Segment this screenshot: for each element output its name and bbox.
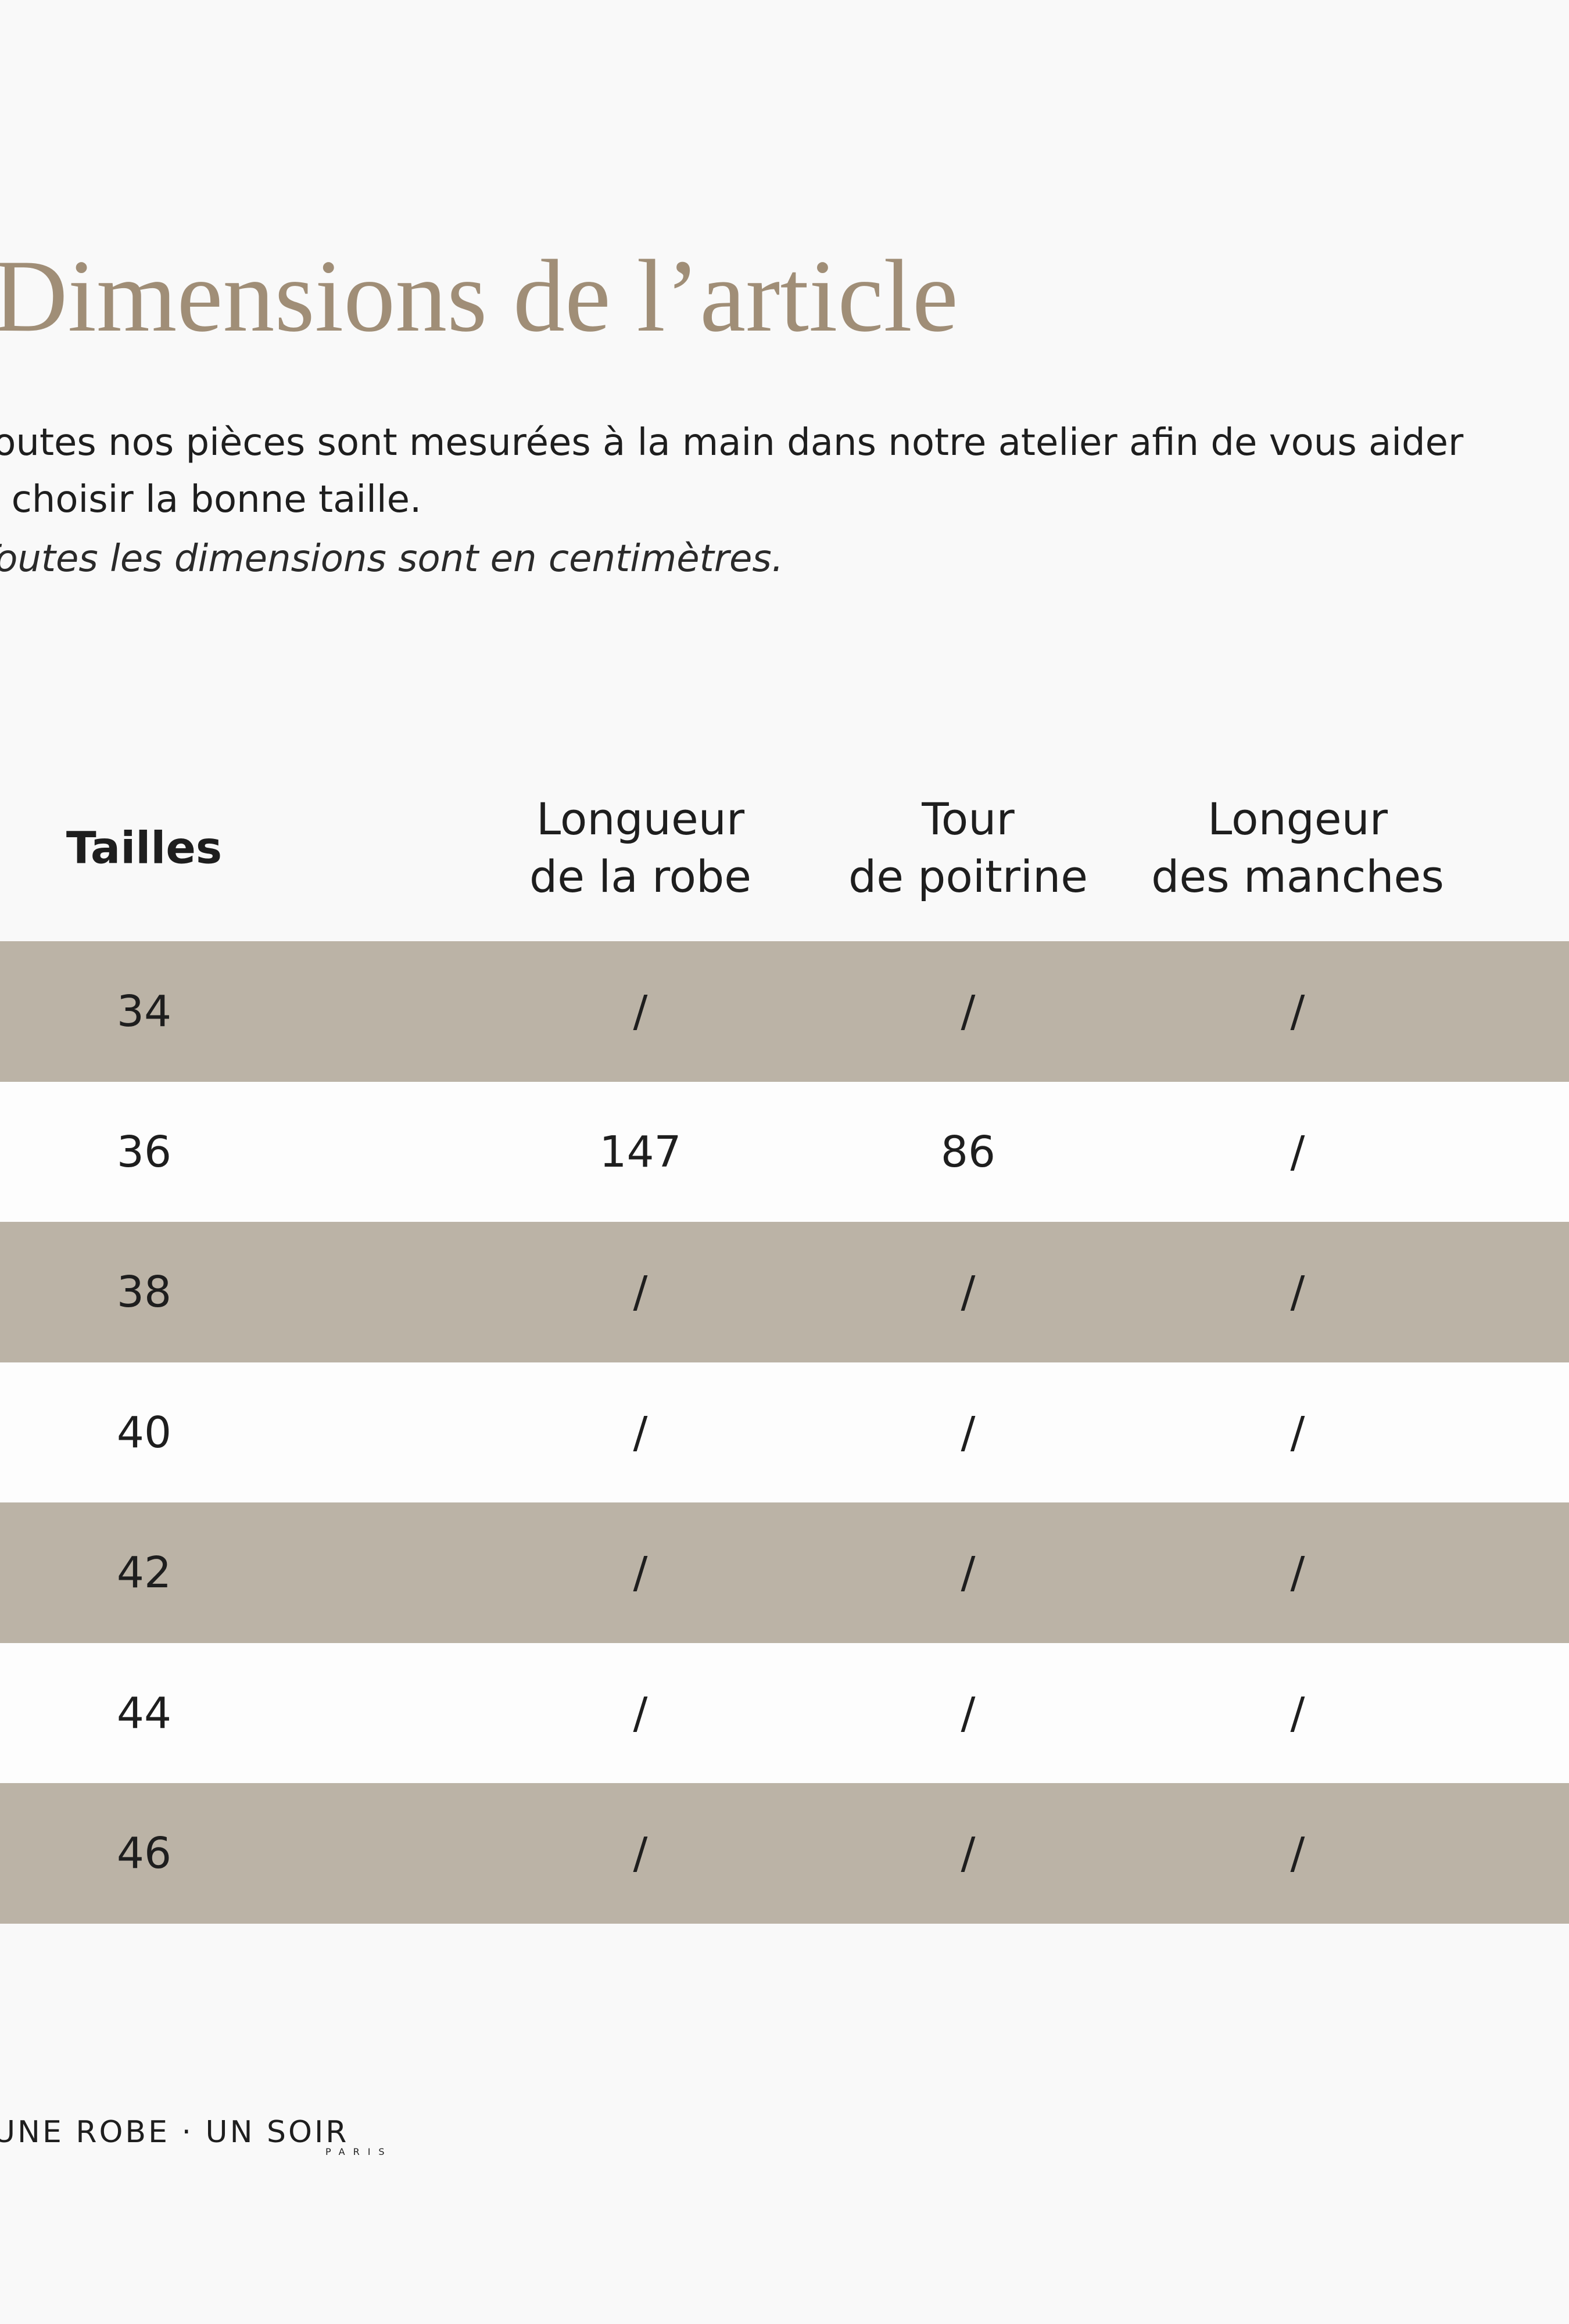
header-line: Longueur [536,793,745,845]
value-cell: / [633,1407,648,1458]
table-row: 44 / / / [0,1642,1569,1784]
value-cell: / [961,986,976,1037]
value-cell: / [961,1828,976,1878]
value-cell: / [1290,1828,1305,1878]
size-cell: 36 [116,1127,172,1177]
note: Toutes les dimensions sont en centimètre… [0,537,784,580]
header-line: Tour [922,793,1015,845]
header-cell: Longeur des manches [1151,791,1444,906]
value-cell: / [961,1267,976,1317]
table-row: 46 / / / [0,1783,1569,1924]
header-line: des manches [1151,851,1444,902]
value-cell: / [633,986,648,1037]
header-line: de poitrine [848,851,1088,902]
size-cell: 40 [116,1407,172,1458]
header-cell: Longueur de la robe [529,791,751,906]
intro-line: Toutes nos pièces sont mesurées à la mai… [0,421,1464,464]
table-row: 40 / / / [0,1362,1569,1503]
header-cell: Tailles [66,820,222,877]
table-row: 38 / / / [0,1222,1569,1362]
value-cell: 86 [940,1127,996,1177]
value-cell: / [1290,1547,1305,1598]
size-cell: 34 [116,986,172,1037]
header-line: Longeur [1207,793,1388,845]
value-cell: / [961,1547,976,1598]
value-cell: / [1290,986,1305,1037]
value-cell: / [1290,1267,1305,1317]
header-cell: Tour de poitrine [848,791,1088,906]
intro-line: à choisir la bonne taille. [0,478,422,521]
value-cell: / [633,1547,648,1598]
value-cell: / [633,1688,648,1738]
value-cell: / [961,1688,976,1738]
table-row: 34 / / / [0,941,1569,1082]
value-cell: / [961,1407,976,1458]
brand: UNE ROBE · UN SOIR [0,2115,349,2150]
size-cell: 38 [116,1267,172,1317]
header-line: de la robe [529,851,752,902]
value-cell: / [1290,1127,1305,1177]
table-row: 42 / / / [0,1502,1569,1643]
table-row: 36 147 86 / [0,1081,1569,1222]
size-cell: 44 [116,1688,172,1738]
title: Dimensions de l’article [0,238,958,353]
brand-city: PARIS [325,2146,393,2157]
value-cell: / [1290,1688,1305,1738]
header-line: Tailles [66,822,223,874]
value-cell: / [1290,1407,1305,1458]
value-cell: / [633,1267,648,1317]
value-cell: / [633,1828,648,1878]
size-cell: 46 [116,1828,172,1878]
size-cell: 42 [116,1547,172,1598]
value-cell: 147 [599,1127,682,1177]
